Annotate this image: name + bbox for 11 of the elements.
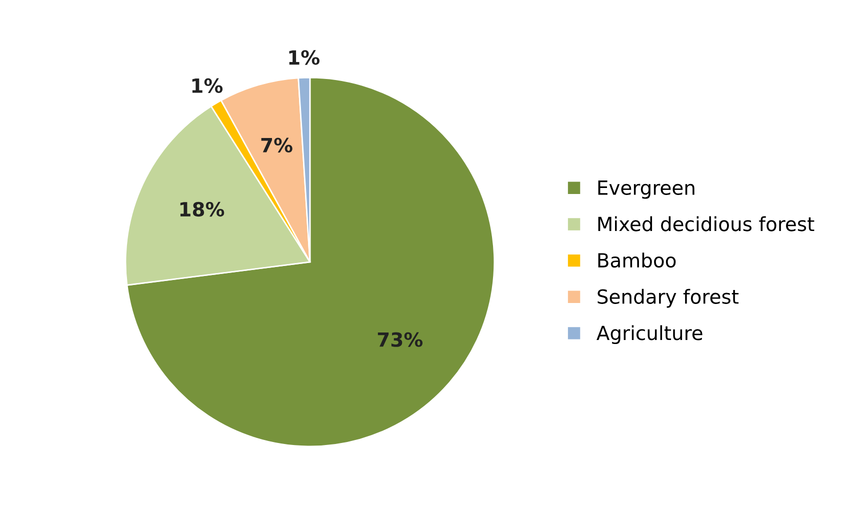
data-label: 7% (261, 138, 292, 153)
legend-label: Evergreen (598, 180, 694, 199)
legend-label: Bamboo (598, 252, 676, 268)
data-label: 1% (289, 50, 320, 65)
legend-label: Agriculture (596, 325, 702, 344)
pie-slice (126, 76, 496, 448)
legend-label: Mixed decidious forest (598, 216, 814, 232)
data-label: 18% (180, 202, 224, 217)
data-label: 1% (192, 78, 223, 94)
legend-label: Sendary forest (598, 288, 739, 308)
data-label: 73% (378, 332, 423, 347)
